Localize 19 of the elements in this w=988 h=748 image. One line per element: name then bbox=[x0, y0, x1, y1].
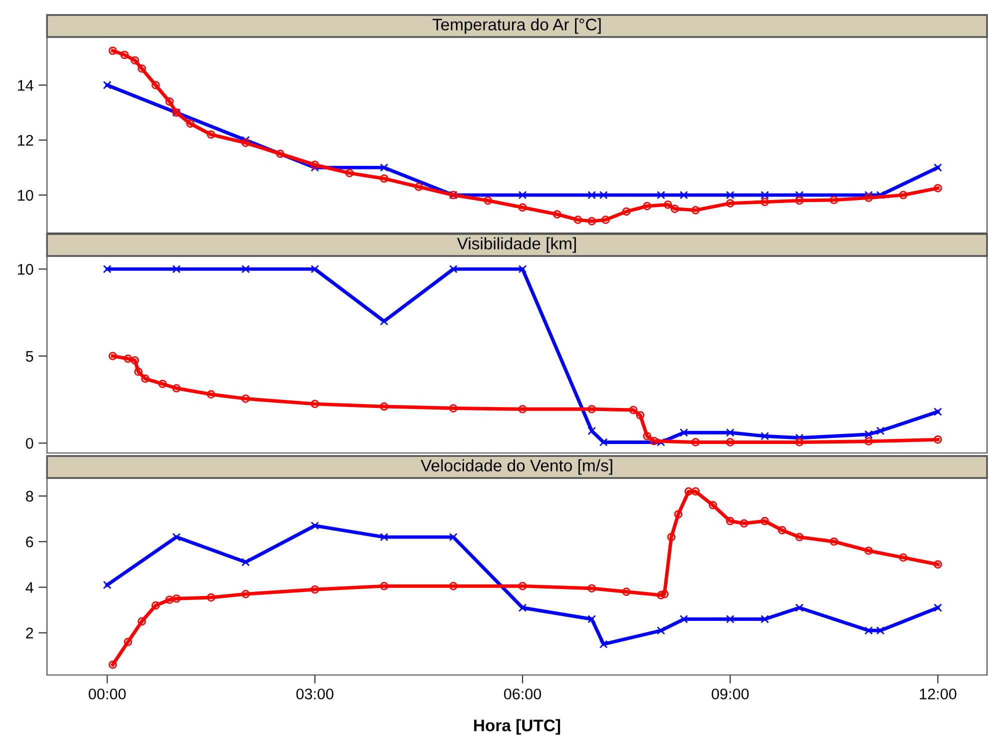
y-tick-label: 8 bbox=[26, 490, 34, 502]
y-tick-label: 4 bbox=[26, 582, 34, 593]
chart-title: Temperatura do Ar [°C] bbox=[432, 18, 601, 34]
x-tick-label: 09:00 bbox=[712, 688, 749, 700]
y-tick-label: 10 bbox=[18, 264, 34, 275]
y-tick-label: 2 bbox=[26, 628, 34, 638]
x-tick-label: 06:00 bbox=[504, 688, 542, 700]
x-tick-label: 00:00 bbox=[88, 688, 126, 700]
x-tick-label: 03:00 bbox=[296, 688, 334, 700]
y-tick-label: 10 bbox=[18, 190, 34, 201]
y-tick-label: 14 bbox=[18, 80, 34, 91]
x-axis-title: Hora [UTC] bbox=[474, 719, 560, 735]
y-tick-label: 5 bbox=[26, 351, 34, 362]
y-tick-label: 12 bbox=[18, 134, 34, 146]
x-tick-label: 12:00 bbox=[920, 688, 956, 700]
chart-title: Visibilidade [km] bbox=[457, 237, 576, 253]
y-tick-label: 6 bbox=[26, 536, 34, 548]
chart-title: Velocidade do Vento [m/s] bbox=[420, 459, 612, 475]
y-tick-label: 0 bbox=[26, 438, 34, 449]
